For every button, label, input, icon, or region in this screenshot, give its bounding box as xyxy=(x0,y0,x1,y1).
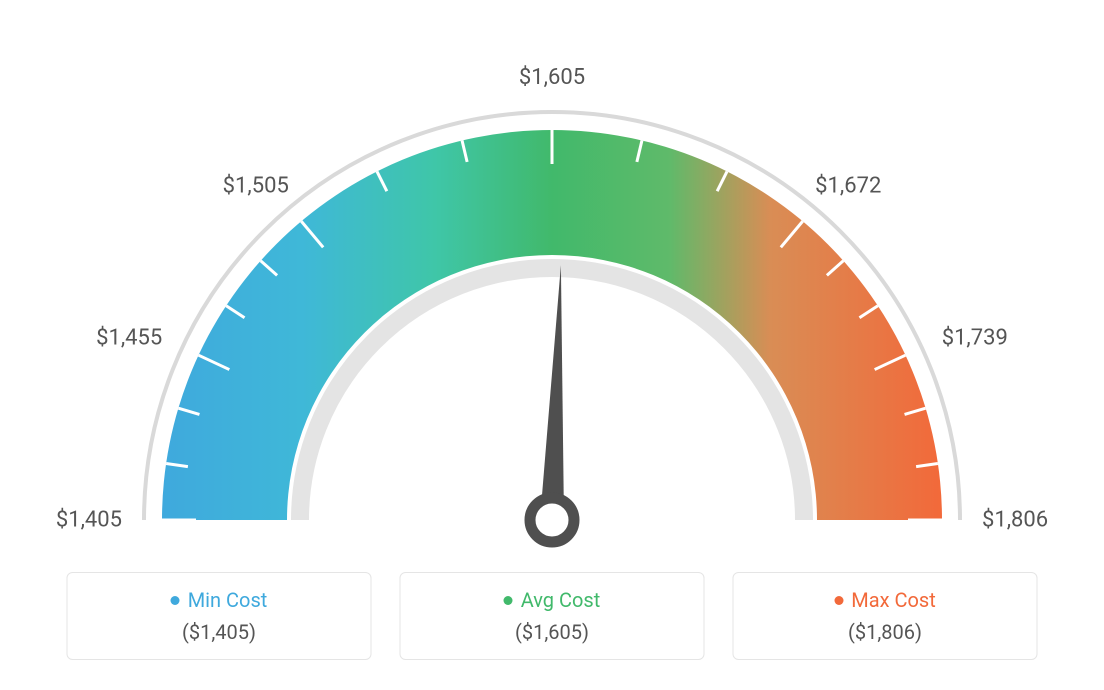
dot-icon xyxy=(171,596,180,605)
gauge-tick-label: $1,405 xyxy=(56,508,122,533)
gauge-chart: $1,405$1,455$1,505$1,605$1,672$1,739$1,8… xyxy=(102,20,1002,580)
legend-card-min: Min Cost ($1,405) xyxy=(67,572,372,660)
gauge-svg xyxy=(102,20,1002,580)
gauge-tick-label: $1,455 xyxy=(96,326,162,351)
gauge-tick-label: $1,806 xyxy=(982,508,1048,533)
legend-label: Avg Cost xyxy=(521,588,601,612)
legend-value: ($1,806) xyxy=(848,620,922,644)
dot-icon xyxy=(834,596,843,605)
gauge-tick-label: $1,672 xyxy=(815,173,881,198)
legend-card-max: Max Cost ($1,806) xyxy=(733,572,1038,660)
legend-value: ($1,605) xyxy=(515,620,589,644)
legend-label: Max Cost xyxy=(851,588,936,612)
gauge-tick-label: $1,739 xyxy=(942,326,1008,351)
legend-card-avg: Avg Cost ($1,605) xyxy=(400,572,705,660)
legend-value: ($1,405) xyxy=(182,620,256,644)
gauge-tick-label: $1,605 xyxy=(519,65,585,90)
legend-label: Min Cost xyxy=(188,588,268,612)
dot-icon xyxy=(504,596,513,605)
gauge-tick-label: $1,505 xyxy=(223,173,289,198)
legend-row: Min Cost ($1,405) Avg Cost ($1,605) Max … xyxy=(67,572,1038,660)
